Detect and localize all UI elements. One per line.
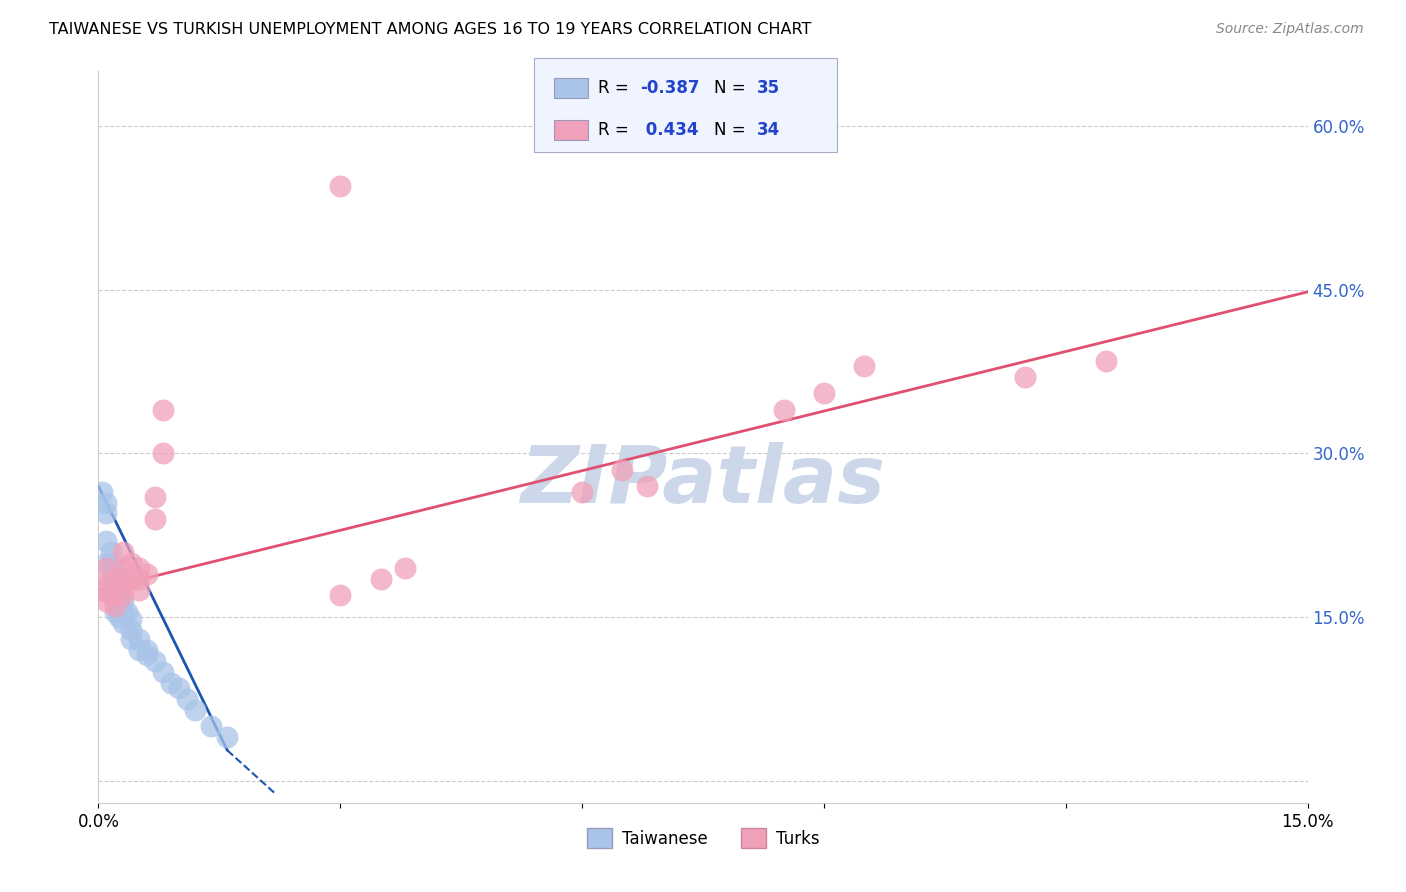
Point (1095, 353, 1118, 368)
Point (143, 512, 166, 526)
Point (103, 594, 125, 608)
Point (96, 556, 118, 570)
Text: ZIPatlas: ZIPatlas (520, 442, 886, 520)
Point (813, 386, 835, 401)
Point (111, 572, 134, 586)
Point (167, 681, 190, 695)
Text: 0.434: 0.434 (640, 121, 699, 139)
Point (853, 359, 876, 373)
Text: N =: N = (714, 121, 751, 139)
Point (135, 643, 157, 657)
Text: R =: R = (598, 121, 634, 139)
Point (200, 719, 222, 733)
Text: TAIWANESE VS TURKISH UNEMPLOYMENT AMONG AGES 16 TO 19 YEARS CORRELATION CHART: TAIWANESE VS TURKISH UNEMPLOYMENT AMONG … (49, 22, 811, 37)
Point (612, 463, 634, 477)
Point (103, 561, 125, 575)
Point (128, 572, 150, 586)
Point (152, 665, 174, 679)
Point (111, 588, 134, 602)
Point (152, 402, 174, 417)
Text: N =: N = (714, 78, 751, 97)
Point (394, 561, 416, 575)
Point (111, 605, 134, 619)
Text: Source: ZipAtlas.com: Source: ZipAtlas.com (1216, 22, 1364, 37)
Point (120, 612, 142, 626)
Text: R =: R = (598, 78, 634, 97)
Point (329, 179, 352, 194)
Point (96, 561, 118, 575)
Point (103, 605, 125, 619)
Point (100, 572, 122, 586)
Point (160, 675, 183, 690)
Point (96, 577, 118, 591)
Legend: Taiwanese, Turks: Taiwanese, Turks (578, 820, 828, 856)
Point (107, 599, 129, 614)
Point (100, 588, 122, 602)
Point (103, 582, 125, 597)
Point (111, 561, 134, 575)
Point (103, 599, 125, 614)
Point (103, 582, 125, 597)
Point (184, 703, 207, 717)
Point (107, 582, 129, 597)
Point (103, 572, 125, 586)
Point (111, 594, 134, 608)
Point (120, 632, 142, 646)
Point (107, 588, 129, 602)
Point (176, 692, 198, 706)
Point (100, 556, 122, 570)
Point (135, 566, 157, 581)
Point (115, 605, 138, 619)
Point (772, 402, 794, 417)
Point (96, 507, 118, 521)
Point (91, 582, 114, 597)
Point (111, 615, 134, 630)
Point (111, 545, 134, 559)
Point (103, 572, 125, 586)
Point (120, 556, 142, 570)
Text: 34: 34 (756, 121, 780, 139)
Text: 35: 35 (756, 78, 779, 97)
Point (120, 572, 142, 586)
Point (120, 624, 142, 638)
Point (128, 632, 150, 646)
Text: -0.387: -0.387 (640, 78, 699, 97)
Point (143, 490, 166, 504)
Point (96, 594, 118, 608)
Point (217, 731, 239, 745)
Point (329, 588, 352, 602)
Point (91, 484, 114, 499)
Point (100, 545, 122, 559)
Point (152, 446, 174, 460)
Point (96, 533, 118, 548)
Point (96, 495, 118, 509)
Point (128, 643, 150, 657)
Point (135, 648, 157, 663)
Point (128, 582, 150, 597)
Point (128, 561, 150, 575)
Point (370, 572, 392, 586)
Point (143, 654, 166, 668)
Point (1014, 370, 1036, 384)
Point (636, 479, 658, 493)
Point (107, 610, 129, 624)
Point (571, 484, 593, 499)
